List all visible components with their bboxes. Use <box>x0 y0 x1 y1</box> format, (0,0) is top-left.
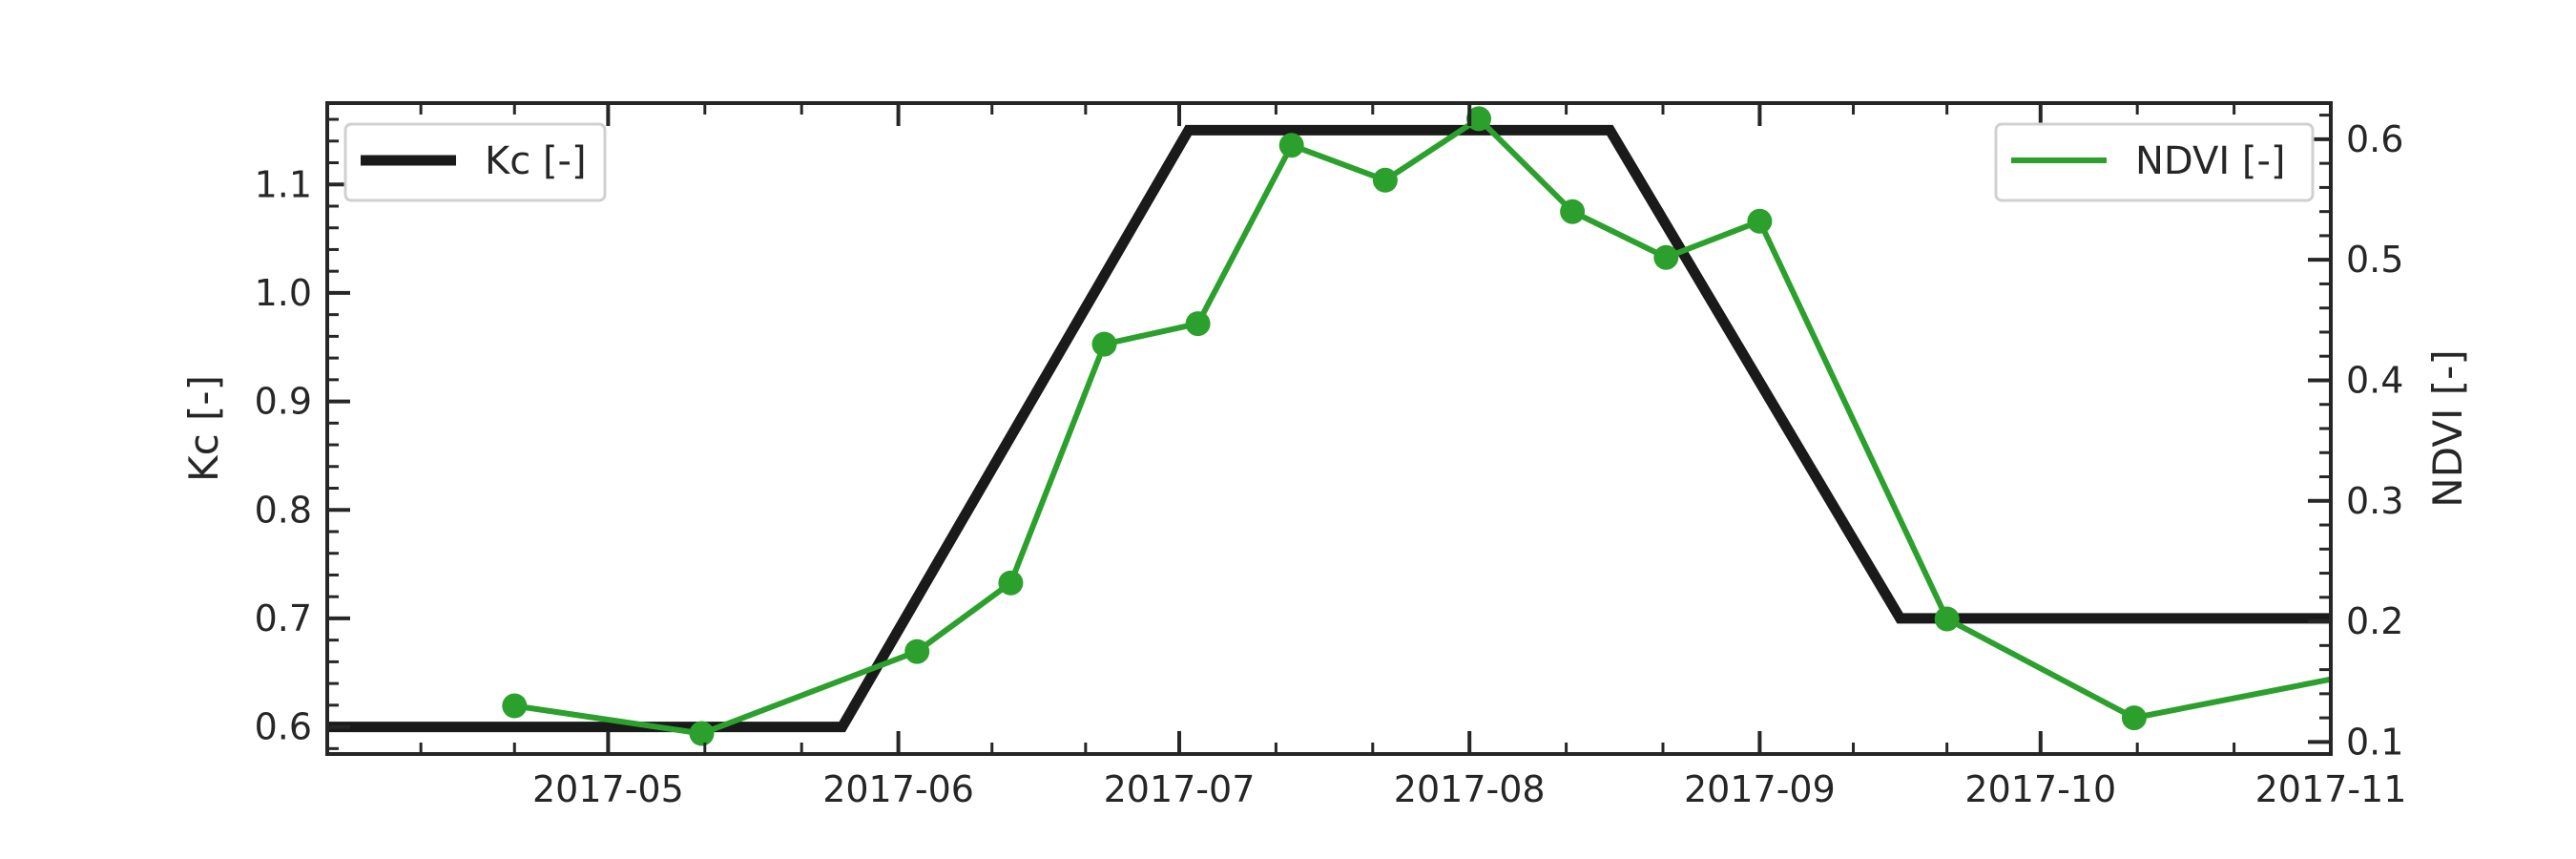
ndvi-point <box>1091 331 1117 357</box>
legend-kc-label: Kc [-] <box>485 139 587 183</box>
y-right-tick-label: 0.6 <box>2346 118 2403 160</box>
series-layer <box>327 106 2331 746</box>
ndvi-point <box>2121 705 2147 731</box>
ndvi-point <box>1466 106 1491 132</box>
y-left-tick-label: 0.7 <box>255 597 312 639</box>
y-right-tick-label: 0.3 <box>2346 480 2403 522</box>
legend-layer: Kc [-] NDVI [-] <box>343 122 2315 202</box>
legend-kc-box <box>343 122 607 202</box>
ndvi-point <box>502 693 528 719</box>
y-left-tick-label: 1.1 <box>255 163 312 205</box>
ndvi-point <box>1372 167 1398 193</box>
y-right-tick-label: 0.5 <box>2346 239 2403 281</box>
ndvi-point <box>1653 244 1679 270</box>
y-right-axis-label: NDVI [-] <box>2424 349 2471 507</box>
y-left-tick-label: 1.0 <box>255 272 312 314</box>
ndvi-point <box>1934 606 1960 632</box>
y-right-tick-label: 0.4 <box>2346 359 2403 401</box>
y-right-tick-label: 0.2 <box>2346 600 2403 642</box>
y-right-tick-label: 0.1 <box>2346 721 2403 763</box>
ndvi-point <box>1560 199 1586 224</box>
y-left-tick-label: 0.8 <box>255 489 312 531</box>
legend-ndvi-box <box>1994 122 2315 202</box>
x-tick-label: 2017-11 <box>2255 768 2407 810</box>
x-tick-label: 2017-09 <box>1684 768 1836 810</box>
axes-layer: 2017-05 2017-06 2017-07 2017-08 2017-09 2017-… <box>180 101 2471 810</box>
ndvi-point <box>1747 208 1773 234</box>
x-tick-label: 2017-07 <box>1104 768 1256 810</box>
y-left-tick-label: 0.9 <box>255 381 312 423</box>
ndvi-point <box>689 721 715 746</box>
legend-kc: Kc [-] <box>343 122 607 202</box>
kc-line <box>327 124 2331 733</box>
x-tick-label: 2017-06 <box>822 768 974 810</box>
ndvi-point <box>1278 133 1304 158</box>
ndvi-point <box>904 639 930 664</box>
ndvi-point <box>998 570 1024 596</box>
x-tick-label: 2017-08 <box>1394 768 1546 810</box>
legend-ndvi: NDVI [-] <box>1994 122 2315 202</box>
y-left-axis-label: Kc [-] <box>180 375 227 482</box>
legend-ndvi-label: NDVI [-] <box>2135 139 2286 183</box>
y-left-tick-label: 0.6 <box>255 706 312 748</box>
x-tick-label: 2017-10 <box>1964 768 2116 810</box>
ndvi-point <box>1185 311 1211 337</box>
x-tick-label: 2017-05 <box>532 768 684 810</box>
